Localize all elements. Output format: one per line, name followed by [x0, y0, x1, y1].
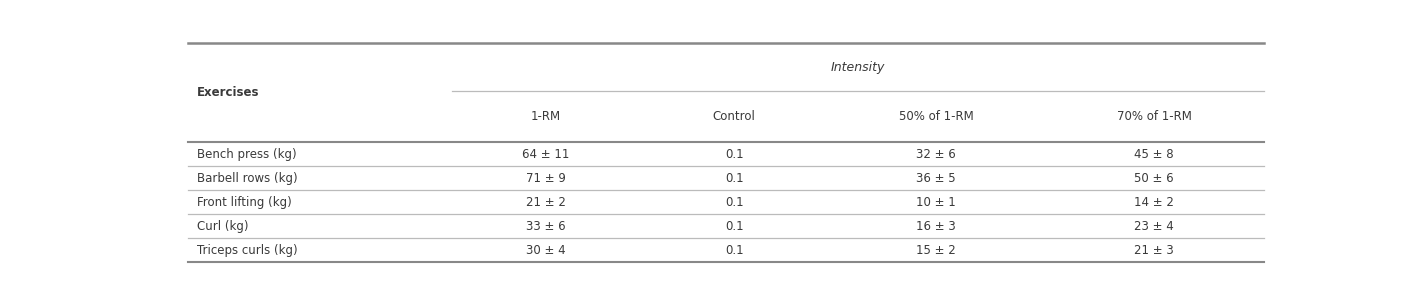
Text: Front lifting (kg): Front lifting (kg) — [197, 196, 292, 209]
Text: 0.1: 0.1 — [726, 196, 744, 209]
Text: 1-RM: 1-RM — [531, 110, 561, 123]
Text: Bench press (kg): Bench press (kg) — [197, 148, 296, 161]
Text: 33 ± 6: 33 ± 6 — [526, 220, 565, 233]
Text: 0.1: 0.1 — [726, 220, 744, 233]
Text: 32 ± 6: 32 ± 6 — [917, 148, 956, 161]
Text: 36 ± 5: 36 ± 5 — [917, 172, 956, 185]
Text: Curl (kg): Curl (kg) — [197, 220, 248, 233]
Text: 21 ± 2: 21 ± 2 — [526, 196, 565, 209]
Text: Triceps curls (kg): Triceps curls (kg) — [197, 244, 298, 257]
Text: 16 ± 3: 16 ± 3 — [917, 220, 956, 233]
Text: Exercises: Exercises — [197, 86, 259, 99]
Text: Control: Control — [713, 110, 755, 123]
Text: 70% of 1-RM: 70% of 1-RM — [1117, 110, 1192, 123]
Text: 50% of 1-RM: 50% of 1-RM — [898, 110, 973, 123]
Text: 21 ± 3: 21 ± 3 — [1134, 244, 1173, 257]
Text: 0.1: 0.1 — [726, 148, 744, 161]
Text: 30 ± 4: 30 ± 4 — [526, 244, 565, 257]
Text: 10 ± 1: 10 ± 1 — [917, 196, 956, 209]
Text: Intensity: Intensity — [830, 61, 886, 74]
Text: 64 ± 11: 64 ± 11 — [523, 148, 570, 161]
Text: 15 ± 2: 15 ± 2 — [917, 244, 956, 257]
Text: 0.1: 0.1 — [726, 244, 744, 257]
Text: 0.1: 0.1 — [726, 172, 744, 185]
Text: 23 ± 4: 23 ± 4 — [1134, 220, 1173, 233]
Text: 50 ± 6: 50 ± 6 — [1134, 172, 1173, 185]
Text: 45 ± 8: 45 ± 8 — [1134, 148, 1173, 161]
Text: 71 ± 9: 71 ± 9 — [526, 172, 565, 185]
Text: Barbell rows (kg): Barbell rows (kg) — [197, 172, 298, 185]
Text: 14 ± 2: 14 ± 2 — [1134, 196, 1173, 209]
